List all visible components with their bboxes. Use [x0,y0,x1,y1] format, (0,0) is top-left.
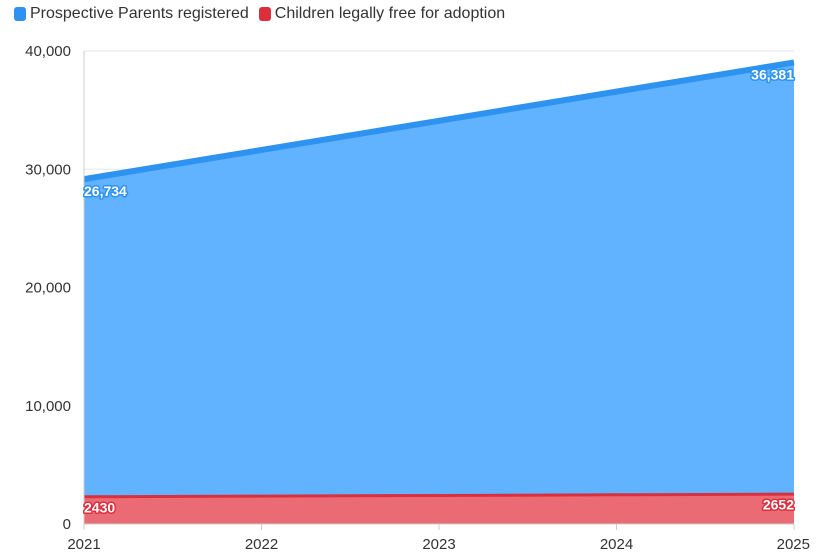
data-label-prospective-parents: 26,734 [84,183,127,199]
x-tick-label: 2021 [67,536,100,553]
y-tick-label: 30,000 [25,161,71,178]
legend-item-children-free[interactable]: Children legally free for adoption [258,5,506,23]
data-labels: 2430 2652 26,734 36,381 [83,65,796,517]
y-tick-label: 40,000 [25,43,71,60]
legend-label-children-free: Children legally free for adoption [274,5,506,22]
x-tick-label: 2024 [600,536,633,553]
y-tick-label: 0 [63,516,71,533]
legend: Prospective Parents registered Children … [14,5,505,23]
legend-item-prospective-parents[interactable]: Prospective Parents registered [14,5,249,23]
data-label-prospective-parents: 36,381 [751,66,794,82]
x-tick-label: 2025 [777,536,810,553]
axes: 0 10,000 20,000 30,000 40,000 2021 2022 2023 202… [25,43,810,553]
data-label-children-free: 2652 [763,497,794,513]
x-tick-label: 2022 [245,536,278,553]
area-series [83,59,795,524]
area-prospective-parents [84,62,794,496]
y-tick-label: 10,000 [25,398,71,415]
area-children-free [84,492,794,524]
data-label-children-free: 2430 [84,499,115,515]
legend-swatch-prospective-parents [14,7,26,21]
line-prospective-parents [83,59,795,183]
y-tick-label: 20,000 [25,280,71,297]
legend-swatch-children-free [258,7,271,21]
legend-label-prospective-parents: Prospective Parents registered [30,5,249,22]
x-tick-label: 2023 [422,536,455,553]
